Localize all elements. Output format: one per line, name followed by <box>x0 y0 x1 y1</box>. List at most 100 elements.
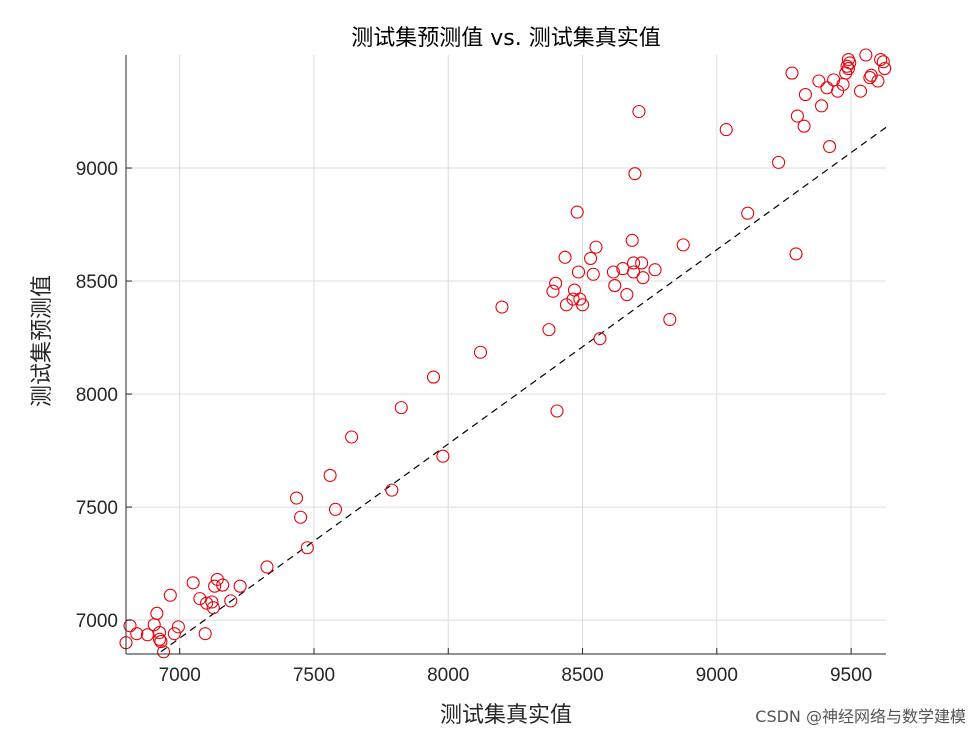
data-point <box>495 300 509 314</box>
y-tick-label: 9000 <box>76 159 118 180</box>
data-point <box>216 578 230 592</box>
data-point <box>719 123 733 137</box>
y-tick-label: 8500 <box>76 272 118 293</box>
data-point <box>785 66 799 80</box>
x-tick-label: 8000 <box>427 665 469 686</box>
data-point <box>812 74 826 88</box>
data-point <box>163 588 177 602</box>
y-tick-label: 7000 <box>76 611 118 632</box>
data-point <box>798 88 812 102</box>
axes <box>125 55 886 655</box>
data-point <box>573 292 587 306</box>
data-point <box>542 323 556 337</box>
data-point <box>648 263 662 277</box>
data-point <box>300 541 314 555</box>
data-point <box>198 627 212 641</box>
y-tick-label: 8000 <box>76 385 118 406</box>
data-point <box>627 265 641 279</box>
data-point <box>200 596 214 610</box>
x-tick-label: 8500 <box>561 665 603 686</box>
y-tick-label: 7500 <box>76 498 118 519</box>
data-point <box>150 606 164 620</box>
data-point <box>289 491 304 505</box>
data-point <box>676 238 690 252</box>
data-point <box>790 109 804 123</box>
data-point <box>627 256 641 270</box>
data-point <box>589 240 603 254</box>
data-point <box>625 233 639 247</box>
data-point <box>608 279 622 293</box>
data-point <box>167 627 181 641</box>
data-point <box>558 250 572 264</box>
data-point <box>186 576 200 590</box>
data-point <box>586 267 600 281</box>
data-point <box>550 404 564 418</box>
data-point <box>157 645 171 659</box>
data-point <box>820 81 834 95</box>
chart-title: 测试集预测值 vs. 测试集真实值 <box>351 26 660 51</box>
grid-lines <box>126 55 886 654</box>
data-point <box>814 99 829 113</box>
data-point <box>328 502 343 516</box>
data-point <box>632 104 646 119</box>
data-point <box>628 167 642 181</box>
data-point <box>154 635 168 649</box>
x-tick-label: 9000 <box>696 665 738 686</box>
data-point <box>606 265 620 279</box>
y-axis-label: 测试集预测值 <box>30 275 55 407</box>
data-point <box>863 71 877 85</box>
data-point <box>635 256 649 270</box>
data-point <box>345 430 359 444</box>
data-point <box>193 592 207 606</box>
data-point <box>566 292 580 306</box>
data-point <box>831 84 845 98</box>
data-point <box>797 119 811 133</box>
data-point <box>841 52 855 67</box>
data-point <box>876 55 890 69</box>
data-point <box>772 155 786 169</box>
data-point <box>663 312 677 327</box>
data-point <box>294 510 308 524</box>
reference-line-group <box>160 126 887 653</box>
data-point <box>570 205 584 219</box>
data-point <box>636 271 650 285</box>
data-point <box>208 579 222 593</box>
data-point <box>741 206 755 220</box>
data-point <box>840 59 854 73</box>
data-point <box>323 468 337 482</box>
data-point <box>385 483 399 497</box>
data-point <box>206 601 220 615</box>
data-point <box>436 449 450 463</box>
data-point <box>789 247 803 261</box>
data-point <box>224 594 238 608</box>
data-point <box>823 139 837 154</box>
data-point <box>233 579 247 593</box>
data-point <box>571 265 586 279</box>
x-tick-label: 7000 <box>159 665 201 686</box>
data-point <box>871 74 885 88</box>
reference-line <box>160 126 887 653</box>
data-point <box>171 620 185 634</box>
data-point <box>394 401 408 415</box>
data-point <box>567 283 582 297</box>
data-point <box>853 84 868 98</box>
data-point <box>593 332 607 346</box>
data-point <box>584 251 598 265</box>
x-tick-label: 7500 <box>293 665 335 686</box>
data-point <box>575 298 590 312</box>
data-point <box>153 625 167 640</box>
x-axis-label: 测试集真实值 <box>440 703 572 728</box>
data-point <box>859 48 873 62</box>
data-point <box>874 52 888 67</box>
data-point <box>841 62 855 76</box>
data-point <box>546 284 560 298</box>
watermark: CSDN @神经网络与数学建模 <box>755 707 966 726</box>
data-point <box>473 345 488 359</box>
data-point <box>130 627 144 641</box>
data-point <box>827 73 841 87</box>
x-tick-label: 9500 <box>830 665 872 686</box>
data-point <box>620 288 634 302</box>
data-point <box>153 632 167 646</box>
data-points <box>119 48 892 659</box>
